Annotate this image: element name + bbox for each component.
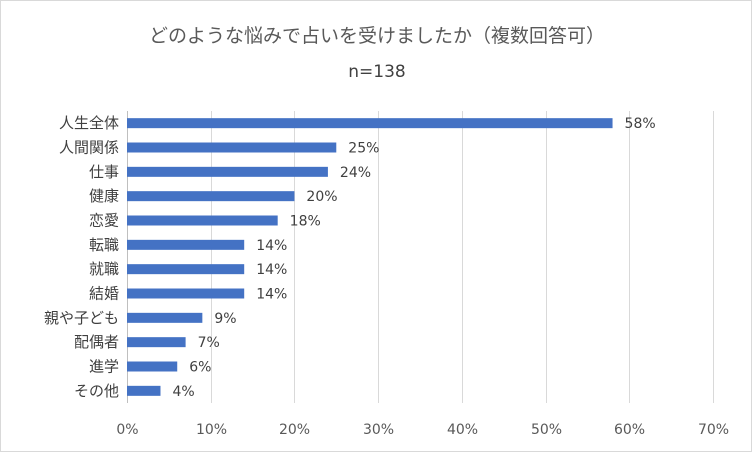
data-label-5: 14%	[256, 238, 287, 254]
gridlines	[127, 111, 714, 403]
bar-11	[127, 385, 161, 396]
data-label-7: 14%	[256, 287, 287, 303]
category-label-0: 人生全体	[59, 114, 119, 132]
chart-title: どのような悩みで占いを受けましたか（複数回答可）	[149, 25, 605, 47]
x-tick-label-40: 40%	[447, 422, 478, 438]
category-label-3: 健康	[89, 187, 119, 205]
bar-9	[127, 337, 186, 348]
data-label-4: 18%	[290, 214, 321, 230]
bar-6	[127, 264, 245, 275]
x-tick-label-60: 60%	[614, 422, 645, 438]
category-label-5: 転職	[89, 236, 119, 254]
bar-2	[127, 166, 328, 177]
bar-0	[127, 118, 613, 129]
bar-1	[127, 142, 337, 153]
x-tick-label-70: 70%	[698, 422, 729, 438]
data-label-9: 7%	[198, 335, 220, 351]
category-label-6: 就職	[89, 260, 119, 278]
data-label-0: 58%	[625, 116, 656, 132]
x-tick-label-10: 10%	[196, 422, 227, 438]
bar-7	[127, 288, 245, 299]
category-label-10: 進学	[89, 358, 119, 376]
category-label-8: 親や子ども	[44, 309, 119, 327]
category-label-9: 配偶者	[74, 333, 119, 351]
category-label-4: 恋愛	[89, 212, 119, 230]
data-label-11: 4%	[172, 384, 194, 400]
data-label-1: 25%	[348, 141, 379, 157]
bar-4	[127, 215, 278, 226]
category-label-11: その他	[74, 382, 119, 400]
bar-8	[127, 312, 203, 323]
data-label-2: 24%	[340, 165, 371, 181]
category-label-1: 人間関係	[59, 139, 119, 157]
bar-5	[127, 239, 245, 250]
data-label-6: 14%	[256, 262, 287, 278]
data-label-10: 6%	[189, 360, 211, 376]
category-label-7: 結婚	[89, 285, 119, 303]
x-tick-label-0: 0%	[116, 422, 138, 438]
data-label-3: 20%	[306, 189, 337, 205]
data-labels: 58%25%24%20%18%14%14%14%9%7%6%4%	[172, 116, 655, 400]
bars	[127, 118, 613, 396]
bar-3	[127, 191, 295, 202]
x-tick-label-20: 20%	[279, 422, 310, 438]
x-tick-label-30: 30%	[363, 422, 394, 438]
data-label-8: 9%	[214, 311, 236, 327]
x-axis-ticks: 0% 10% 20% 30% 40% 50% 60% 70%	[116, 422, 729, 438]
x-tick-label-50: 50%	[531, 422, 562, 438]
chart-subtitle: n=138	[348, 62, 405, 82]
bar-10	[127, 361, 178, 372]
category-label-2: 仕事	[89, 163, 119, 181]
